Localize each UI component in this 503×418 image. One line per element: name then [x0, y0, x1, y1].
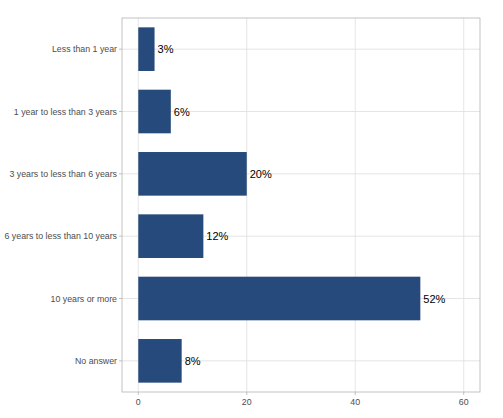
- category-label: Less than 1 year: [52, 44, 117, 54]
- chart: 3% 6% 20% 12% 52% 8% Less than 1 year 1 year to…: [0, 0, 503, 418]
- data-label: 52%: [423, 293, 445, 305]
- data-label: 12%: [206, 230, 228, 242]
- category-label: 10 years or more: [51, 294, 118, 304]
- grid-line: [355, 18, 356, 392]
- x-tick: [463, 392, 464, 395]
- data-label: 6%: [174, 106, 190, 118]
- grid-line: [246, 18, 247, 392]
- y-tick: [119, 236, 122, 237]
- bar: [138, 277, 420, 321]
- bar: [138, 339, 181, 383]
- x-tick: [355, 392, 356, 395]
- category-label: 3 years to less than 6 years: [9, 169, 117, 179]
- plot-background: [122, 18, 480, 392]
- chart-container: 3% 6% 20% 12% 52% 8% Less than 1 year 1 year to…: [0, 0, 503, 418]
- y-tick: [119, 49, 122, 50]
- x-tick: [138, 392, 139, 395]
- grid-line: [138, 18, 139, 392]
- category-grid-line: [122, 49, 480, 50]
- category-label: No answer: [75, 356, 117, 366]
- x-tick-label: 20: [242, 397, 252, 407]
- y-tick: [119, 111, 122, 112]
- y-tick: [119, 173, 122, 174]
- plot-frame: [122, 18, 480, 392]
- x-tick-label: 40: [350, 397, 360, 407]
- x-tick: [246, 392, 247, 395]
- bars: [138, 27, 420, 382]
- y-tick: [119, 360, 122, 361]
- bar: [138, 27, 154, 71]
- bar: [138, 90, 171, 134]
- x-tick-label: 0: [136, 397, 141, 407]
- data-label: 3%: [158, 43, 174, 55]
- grid-line: [463, 18, 464, 392]
- data-label: 20%: [250, 168, 272, 180]
- y-tick: [119, 298, 122, 299]
- data-label: 8%: [185, 355, 201, 367]
- category-label: 1 year to less than 3 years: [14, 107, 118, 117]
- category-label: 6 years to less than 10 years: [5, 231, 118, 241]
- bar: [138, 152, 246, 196]
- bar: [138, 214, 203, 258]
- x-tick-label: 60: [459, 397, 469, 407]
